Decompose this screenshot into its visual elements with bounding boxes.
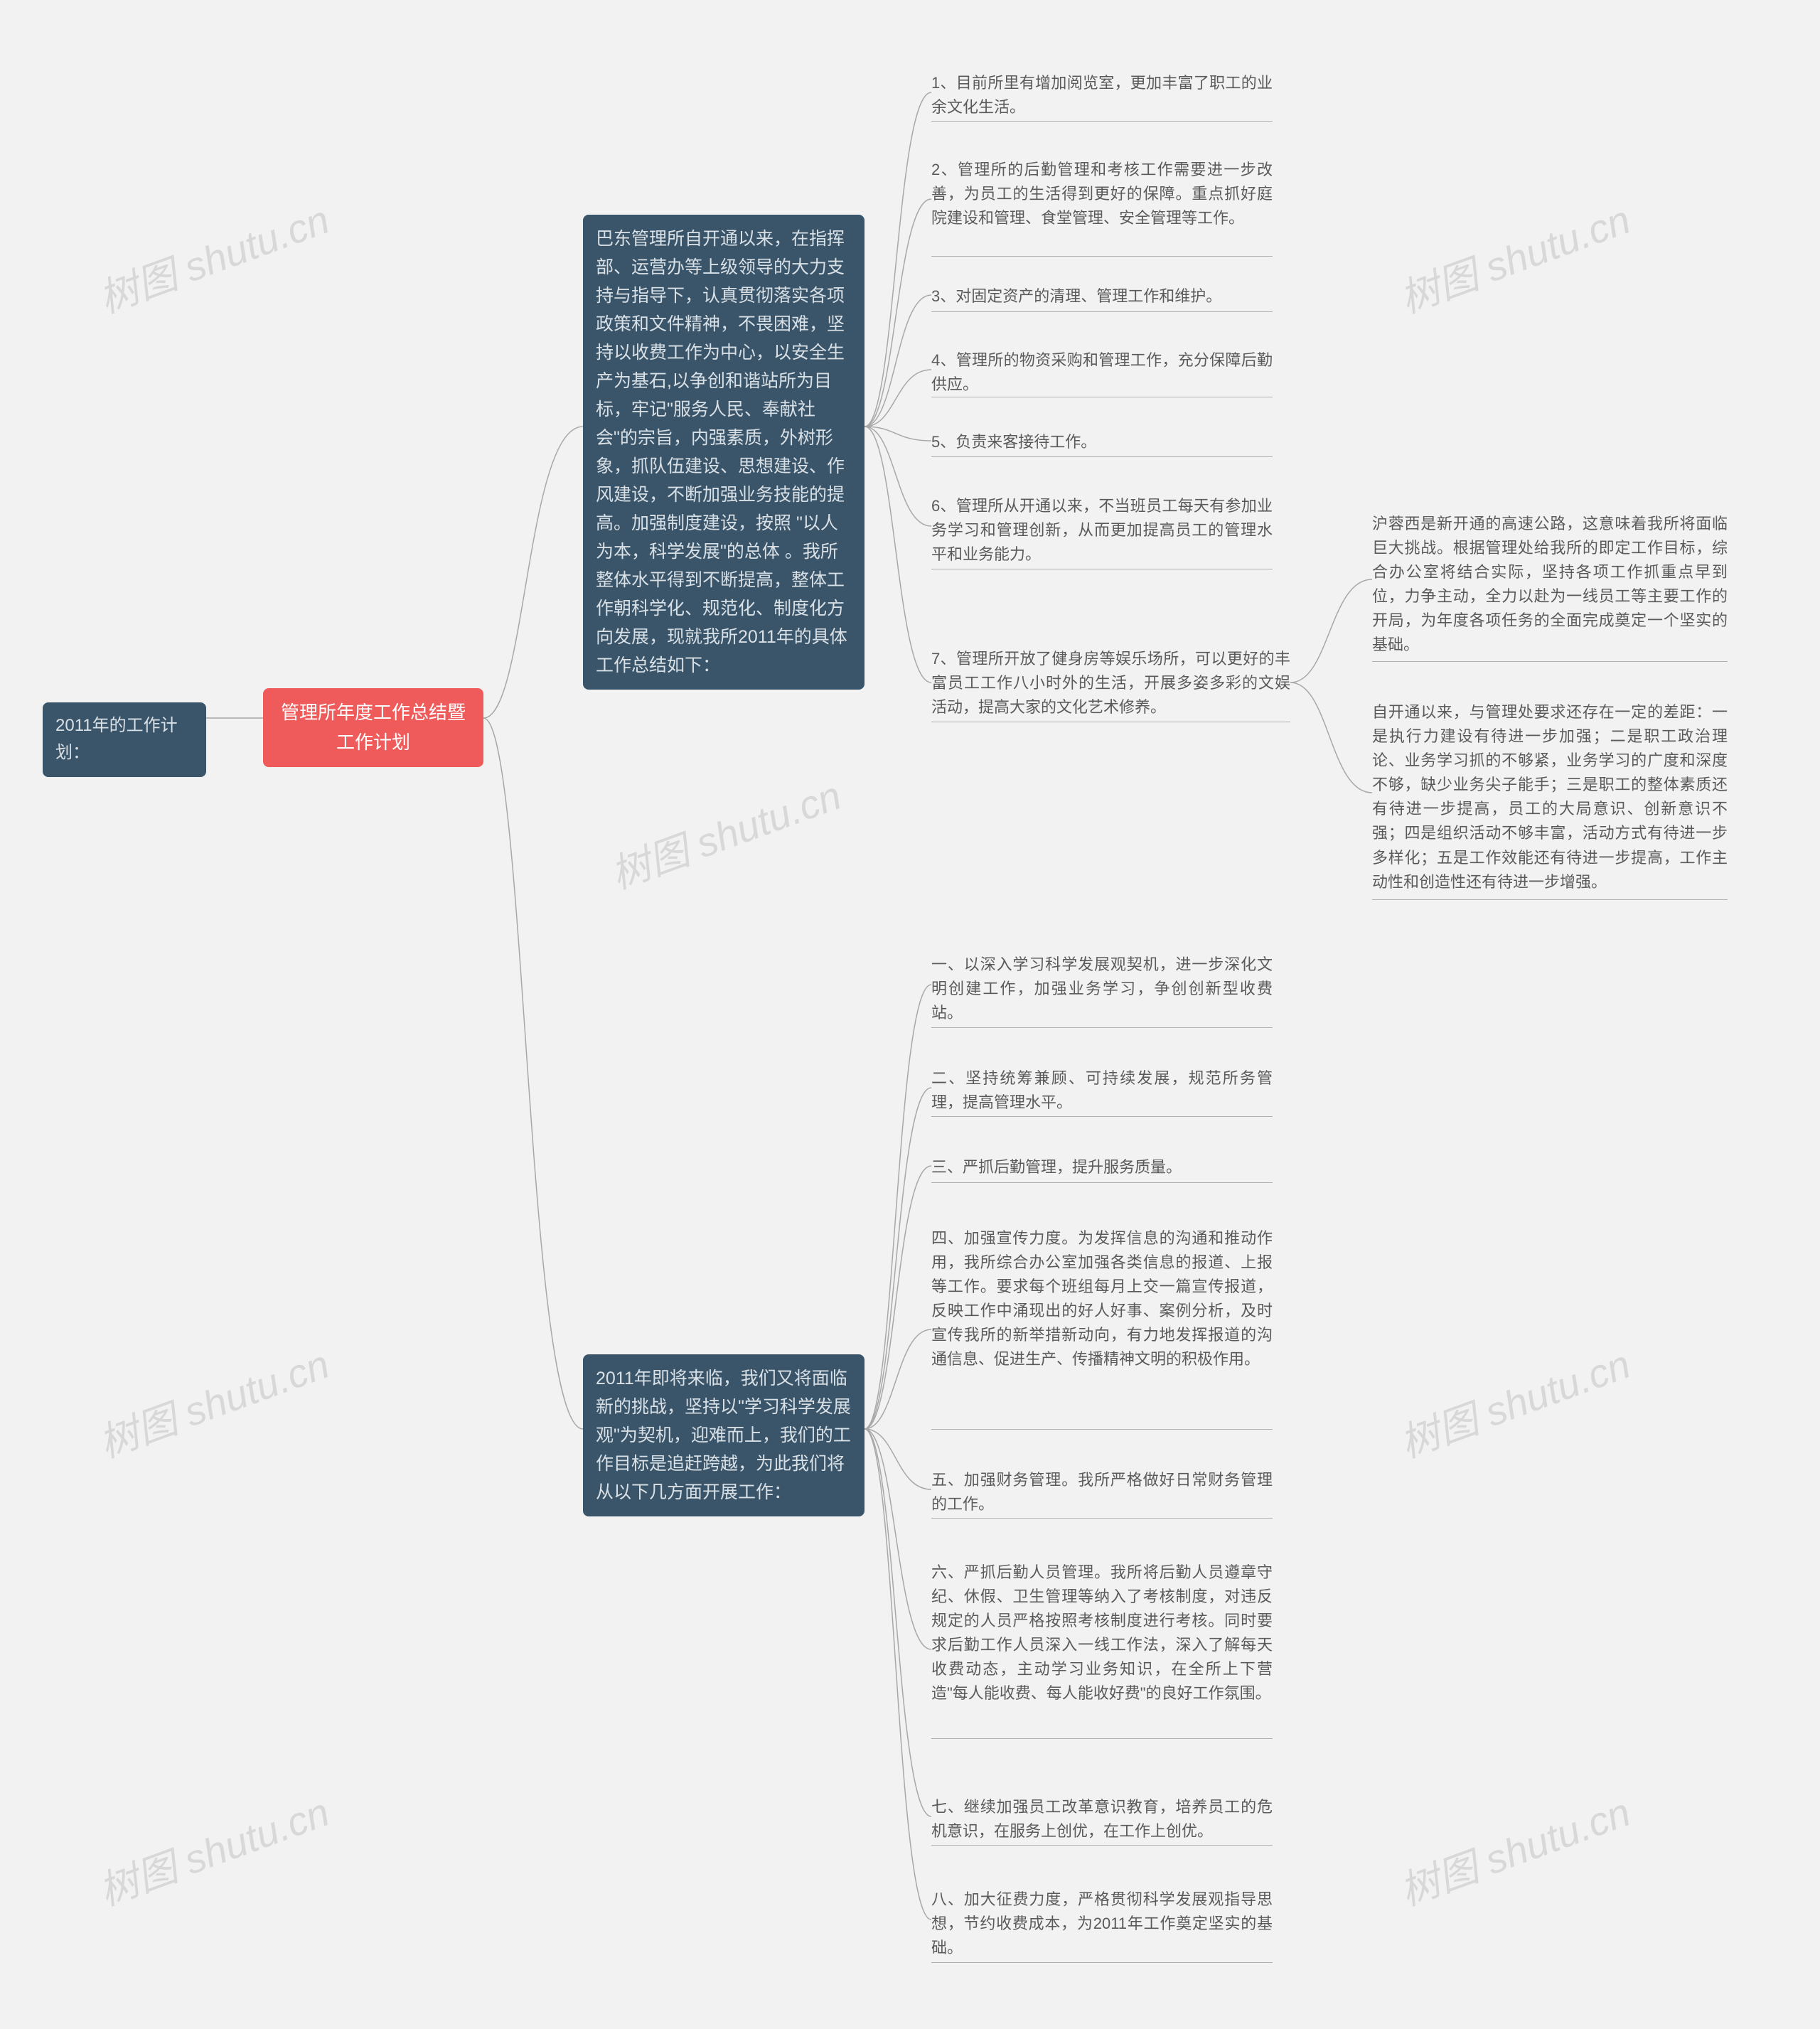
leaf-underline	[931, 1182, 1273, 1183]
watermark: 树图 shutu.cn	[601, 764, 848, 900]
leaf-b1-6: 6、管理所从开通以来，不当班员工每天有参加业务学习和管理创新，从而更加提高员工的…	[931, 494, 1273, 567]
branch-2-text: 2011年即将来临，我们又将面临新的挑战，坚持以"学习科学发展观"为契机，迎难而…	[596, 1369, 851, 1502]
leaf-b2-3: 三、严抓后勤管理，提升服务质量。	[931, 1155, 1273, 1179]
leaf-b2-8: 八、加大征费力度，严格贯彻科学发展观指导思想，节约收费成本，为2011年工作奠定…	[931, 1888, 1273, 1960]
leaf-underline	[931, 311, 1273, 312]
leaf-underline	[931, 121, 1273, 122]
leaf-b1-1: 1、目前所里有增加阅览室，更加丰富了职工的业余文化生活。	[931, 71, 1273, 119]
watermark: 树图 shutu.cn	[90, 188, 336, 324]
leaf-b2-2: 二、坚持统筹兼顾、可持续发展，规范所务管理，提高管理水平。	[931, 1066, 1273, 1115]
leaf-b1-4: 4、管理所的物资采购和管理工作，充分保障后勤供应。	[931, 348, 1273, 397]
watermark: 树图 shutu.cn	[1391, 188, 1637, 324]
leaf-b1-5: 5、负责来客接待工作。	[931, 430, 1273, 454]
leaf-underline	[931, 1738, 1273, 1739]
leaf-underline	[931, 456, 1273, 457]
leaf-b2-5: 五、加强财务管理。我所严格做好日常财务管理的工作。	[931, 1468, 1273, 1516]
leaf-b2-1: 一、以深入学习科学发展观契机，进一步深化文明创建工作，加强业务学习，争创创新型收…	[931, 953, 1273, 1025]
leaf-b1-2: 2、管理所的后勤管理和考核工作需要进一步改善，为员工的生活得到更好的保障。重点抓…	[931, 158, 1273, 230]
leaf-b2-6: 六、严抓后勤人员管理。我所将后勤人员遵章守纪、休假、卫生管理等纳入了考核制度，对…	[931, 1560, 1273, 1706]
leaf-underline	[931, 1116, 1273, 1117]
leaf-underline	[931, 1962, 1273, 1963]
leaf-underline	[931, 256, 1273, 257]
leaf-underline	[931, 1845, 1273, 1846]
leaf-b2-4: 四、加强宣传力度。为发挥信息的沟通和推动作用，我所综合办公室加强各类信息的报道、…	[931, 1226, 1273, 1372]
branch-2[interactable]: 2011年即将来临，我们又将面临新的挑战，坚持以"学习科学发展观"为契机，迎难而…	[583, 1354, 864, 1516]
subleaf-7-1: 沪蓉西是新开通的高速公路，这意味着我所将面临巨大挑战。根据管理处给我所的即定工作…	[1372, 512, 1728, 658]
branch-1-text: 巴东管理所自开通以来，在指挥部、运营办等上级领导的大力支持与指导下，认真贯彻落实…	[596, 229, 847, 675]
watermark: 树图 shutu.cn	[90, 1780, 336, 1917]
leaf-underline	[931, 1518, 1273, 1519]
leaf-underline	[931, 1429, 1273, 1430]
subleaf-7-2: 自开通以来，与管理处要求还存在一定的差距：一是执行力建设有待进一步加强；二是职工…	[1372, 700, 1728, 894]
leaf-underline	[1372, 661, 1728, 662]
leaf-underline	[931, 1027, 1273, 1028]
tag-label: 2011年的工作计划：	[55, 716, 178, 762]
root-node[interactable]: 管理所年度工作总结暨工作计划	[263, 688, 483, 767]
branch-1[interactable]: 巴东管理所自开通以来，在指挥部、运营办等上级领导的大力支持与指导下，认真贯彻落实…	[583, 215, 864, 690]
leaf-underline	[1372, 899, 1728, 900]
watermark: 树图 shutu.cn	[1391, 1332, 1637, 1469]
root-label: 管理所年度工作总结暨工作计划	[281, 702, 466, 753]
leaf-b1-7: 7、管理所开放了健身房等娱乐场所，可以更好的丰富员工工作八小时外的生活，开展多姿…	[931, 647, 1290, 719]
connector-lines	[0, 0, 1820, 2029]
leaf-b2-7: 七、继续加强员工改革意识教育，培养员工的危机意识，在服务上创优，在工作上创优。	[931, 1795, 1273, 1843]
tag-node[interactable]: 2011年的工作计划：	[43, 702, 206, 777]
watermark: 树图 shutu.cn	[90, 1332, 336, 1469]
watermark: 树图 shutu.cn	[1391, 1780, 1637, 1917]
leaf-b1-3: 3、对固定资产的清理、管理工作和维护。	[931, 284, 1273, 309]
